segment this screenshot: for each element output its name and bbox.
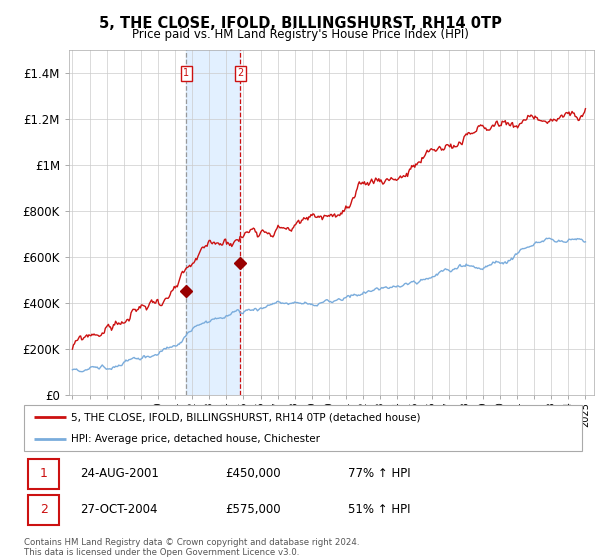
Text: 77% ↑ HPI: 77% ↑ HPI	[347, 467, 410, 480]
Text: £450,000: £450,000	[225, 467, 281, 480]
Text: Contains HM Land Registry data © Crown copyright and database right 2024.
This d: Contains HM Land Registry data © Crown c…	[24, 538, 359, 557]
FancyBboxPatch shape	[28, 495, 59, 525]
Text: HPI: Average price, detached house, Chichester: HPI: Average price, detached house, Chic…	[71, 435, 320, 444]
Text: 24-AUG-2001: 24-AUG-2001	[80, 467, 158, 480]
Text: 2: 2	[237, 68, 244, 78]
Text: 27-OCT-2004: 27-OCT-2004	[80, 503, 157, 516]
FancyBboxPatch shape	[28, 459, 59, 488]
Text: Price paid vs. HM Land Registry's House Price Index (HPI): Price paid vs. HM Land Registry's House …	[131, 28, 469, 41]
Text: £575,000: £575,000	[225, 503, 281, 516]
Text: 51% ↑ HPI: 51% ↑ HPI	[347, 503, 410, 516]
Text: 1: 1	[40, 467, 48, 480]
Text: 5, THE CLOSE, IFOLD, BILLINGSHURST, RH14 0TP (detached house): 5, THE CLOSE, IFOLD, BILLINGSHURST, RH14…	[71, 412, 421, 422]
FancyBboxPatch shape	[24, 405, 582, 451]
Text: 5, THE CLOSE, IFOLD, BILLINGSHURST, RH14 0TP: 5, THE CLOSE, IFOLD, BILLINGSHURST, RH14…	[98, 16, 502, 31]
Text: 1: 1	[183, 68, 189, 78]
Text: 2: 2	[40, 503, 48, 516]
Bar	[186, 50, 241, 395]
